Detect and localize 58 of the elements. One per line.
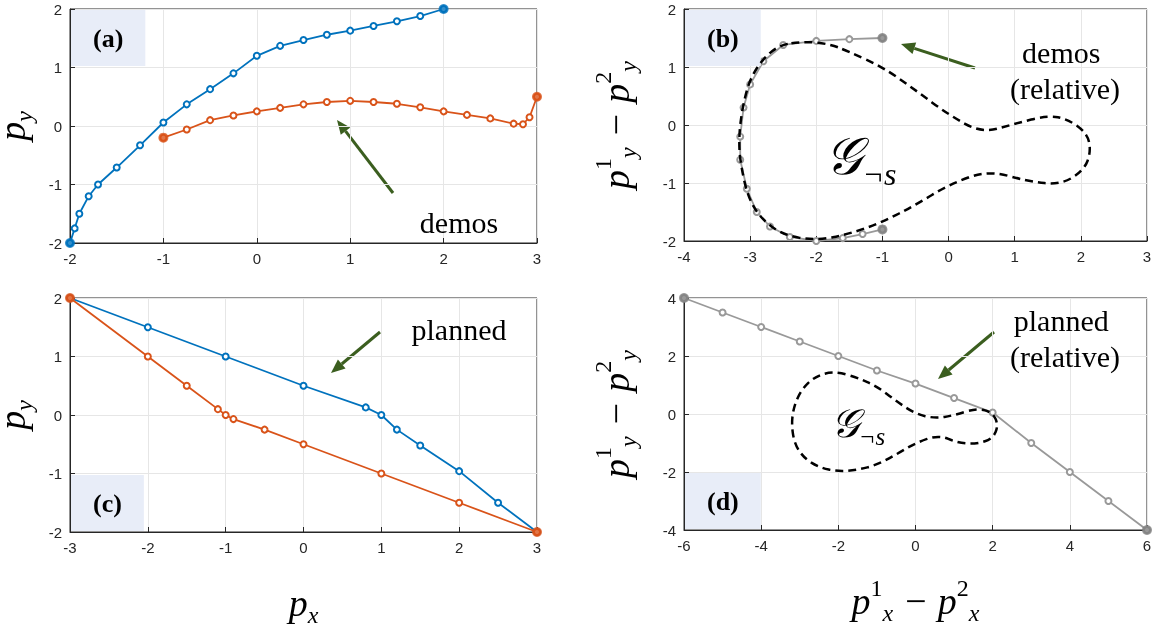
x-tick-label: -3 (743, 248, 757, 265)
y-axis-title: py (0, 399, 37, 433)
x-tick-label: 6 (1142, 537, 1152, 554)
y-tick-label: -2 (662, 232, 676, 250)
x-tick-label: -1 (218, 539, 233, 556)
y-tick-label: 2 (53, 0, 62, 18)
x-tick-label: 2 (454, 539, 464, 556)
annotation: demos (419, 205, 499, 239)
y-tick-label: 0 (53, 117, 62, 135)
x-tick-label: -6 (677, 537, 691, 554)
annotation: (a) (93, 23, 124, 53)
y-tick-label: 1 (667, 58, 676, 76)
x-tick-label: 3 (1142, 248, 1152, 265)
x-tick-label: 0 (944, 248, 953, 265)
y-tick-label: -1 (662, 174, 676, 192)
x-tick-label: -2 (831, 537, 846, 554)
y-tick-label: 2 (667, 347, 676, 365)
y-tick-label: -1 (48, 465, 62, 482)
y-tick-label: 4 (667, 289, 676, 307)
y-tick-label: -1 (48, 176, 62, 193)
x-tick-label: -2 (141, 539, 155, 556)
x-tick-label: 0 (299, 539, 308, 556)
x-tick-label: 2 (439, 250, 448, 267)
y-tick-label: -2 (662, 463, 676, 481)
x-tick-label: -3 (63, 539, 77, 556)
x-tick-label: -1 (875, 248, 890, 265)
annotation: (b) (707, 23, 739, 53)
x-tick-label: 0 (252, 250, 261, 267)
y-axis-title: p1y − p2y (590, 349, 641, 481)
y-tick-label: 0 (667, 405, 676, 423)
y-tick-label: 0 (667, 116, 676, 134)
x-tick-label: 0 (911, 537, 920, 554)
x-tick-label: 1 (346, 250, 355, 267)
y-tick-label: 2 (667, 0, 676, 18)
x-tick-label: 2 (988, 537, 997, 554)
annotation: (d) (707, 486, 739, 516)
y-axis-title: py (0, 110, 37, 144)
x-tick-label: 1 (377, 539, 386, 556)
annotation: demos (relative) (1010, 35, 1120, 106)
y-tick-label: 1 (53, 59, 62, 76)
y-axis-title: p1y − p2y (590, 60, 641, 192)
annotation: planned (relative) (1010, 303, 1120, 374)
x-tick-label: 1 (1010, 248, 1019, 265)
annotation: (c) (93, 488, 122, 518)
y-tick-label: -4 (662, 521, 676, 539)
x-tick-label: 4 (1065, 537, 1075, 554)
y-tick-label: 1 (53, 348, 62, 365)
y-tick-label: -2 (48, 523, 62, 541)
x-tick-label: 2 (1076, 248, 1086, 265)
annotation: planned (411, 312, 507, 346)
y-tick-label: 0 (53, 406, 62, 424)
x-tick-label: -2 (809, 248, 823, 265)
x-tick-label: 3 (532, 250, 542, 267)
y-tick-label: -2 (48, 234, 62, 252)
x-tick-label: -4 (754, 537, 768, 554)
x-tick-label: 3 (532, 539, 542, 556)
y-tick-label: 2 (53, 289, 62, 307)
x-tick-label: -1 (156, 250, 171, 267)
